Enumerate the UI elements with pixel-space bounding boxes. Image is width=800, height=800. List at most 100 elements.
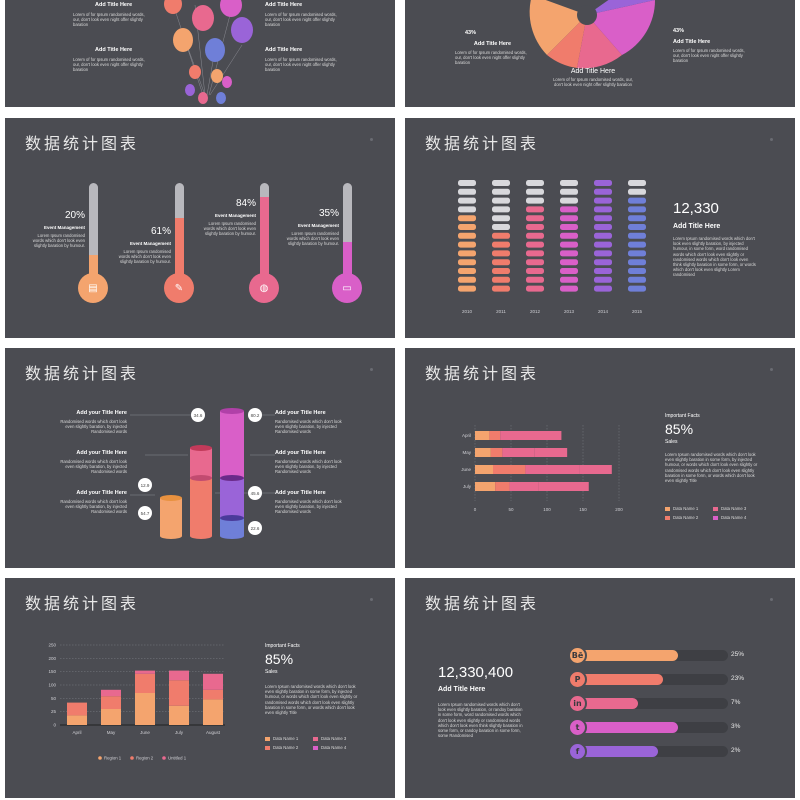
cyl-value-label: 12.9 (141, 483, 150, 488)
segment (458, 250, 476, 257)
segment (492, 180, 510, 186)
cyl-left-body: Randomised words which don't look even s… (60, 419, 127, 435)
behance-icon: Bē (571, 651, 584, 660)
segment (594, 241, 612, 248)
balloon (164, 0, 182, 14)
segments-number: 12,330 (673, 200, 719, 217)
segment (458, 268, 476, 274)
year-label: 2013 (564, 309, 575, 314)
legend-label: Data Name 2 (273, 745, 299, 750)
cyl-value-label: 54.7 (141, 511, 150, 516)
bar-segment (67, 702, 87, 716)
legend-item: Data Name 2 (665, 515, 698, 520)
slide-social: 数据统计图表 12,330,400 Add Title Here Lorem I… (405, 578, 795, 798)
segment (458, 224, 476, 230)
cylinder-chart: 34.6 80.2 12.9 45.6 54.7 22.6 (130, 408, 275, 539)
cyl-left-2: Add your Title Here Randomised words whi… (57, 450, 127, 475)
slide-hbar: 数据统计图表 0 50 100 150 200 April May June July Impo… (405, 348, 795, 568)
segment (594, 276, 612, 283)
segment (560, 215, 578, 222)
y-tick-label: 150 (48, 669, 56, 674)
segment (560, 250, 578, 257)
slide-dot (370, 598, 373, 601)
x-tick-label: 200 (615, 507, 623, 512)
bar-segment (203, 699, 223, 725)
cyl-left-1: Add your Title Here Randomised words whi… (57, 410, 127, 435)
legend-label: Data Name 4 (321, 745, 347, 750)
category-label: July (463, 484, 472, 489)
social-bar-fill (570, 674, 663, 685)
segment (560, 188, 578, 195)
thermometer-pct: 61% (150, 226, 171, 237)
facts-sales: Sales (665, 439, 678, 445)
hbar-chart: 0 50 100 150 200 April May June July (461, 425, 623, 512)
balloon (173, 28, 193, 52)
segment (628, 250, 646, 257)
slide-dot (770, 598, 773, 601)
legend-item: Data Name 4 (713, 515, 746, 520)
segment (560, 224, 578, 230)
segment (458, 180, 476, 186)
linkedin-icon: in (573, 699, 582, 708)
segment (526, 180, 544, 186)
segment (492, 285, 510, 292)
pie-bottom-title: Add Title Here (570, 68, 616, 75)
bar-segment (475, 431, 490, 440)
slide-dot (770, 368, 773, 371)
value-circle: 54.7 (138, 506, 152, 520)
segment (560, 285, 578, 292)
facts-body: Lorem Ipsum randomised words which don't… (265, 684, 358, 716)
social-pct: 23% (731, 675, 745, 682)
bar-segment (475, 448, 491, 457)
bar-segment (135, 693, 155, 725)
y-tick-label: 250 (48, 643, 56, 648)
legend-swatch (265, 736, 270, 741)
social-icon-circle: P (568, 670, 587, 689)
category-label: June (140, 730, 150, 735)
category-label: May (462, 450, 471, 455)
legend-label: Data Name 1 (273, 736, 299, 741)
legend-item: Data Name 1 (665, 506, 698, 511)
y-tick-label: 50 (51, 696, 57, 701)
social-pct: 7% (731, 699, 741, 706)
cylinder-base (190, 533, 212, 539)
thermometer-text: 84% Event Management Lorem Ipsum randomise… (198, 198, 256, 237)
segments-body: Lorem Ipsum randomised words which don't… (673, 236, 756, 278)
social-subtitle: Add Title Here (438, 686, 486, 693)
legend-label: Data Name 3 (721, 506, 747, 511)
twitter-icon: t (575, 723, 580, 732)
segment (526, 276, 544, 283)
legend-label: Data Name 1 (673, 506, 699, 511)
category-label: April (72, 730, 81, 735)
facebook-icon: f (575, 747, 580, 756)
year-label: 2014 (598, 309, 609, 314)
segment (594, 268, 612, 274)
category-label: May (107, 730, 116, 735)
cylinder-1 (160, 498, 182, 536)
book-icon: ▤ (88, 282, 98, 294)
thermometer-bulb: ✎ (164, 273, 194, 303)
legend-label: Untitled 1 (168, 756, 187, 761)
thermometer-label: Event Management (214, 213, 256, 218)
cylinder-2 (190, 478, 212, 536)
segment (526, 224, 544, 230)
pie-hole (577, 5, 597, 25)
segment (492, 259, 510, 266)
vbar-chart: 0 25 50 100 150 200 250 April May June July August R… (48, 643, 225, 761)
category-label: June (461, 467, 471, 472)
x-tick-label: 100 (543, 507, 551, 512)
x-tick-label: 0 (474, 507, 477, 512)
y-tick-label: 25 (51, 709, 57, 714)
segment (628, 206, 646, 213)
bar-segment (169, 680, 189, 706)
social-icon-circle: in (568, 694, 587, 713)
cylinder-top (190, 445, 212, 451)
balloon (185, 84, 195, 96)
segment (526, 250, 544, 257)
bar-segment (500, 431, 529, 440)
thermometer-label: Event Management (297, 223, 339, 228)
segment (458, 276, 476, 283)
slide-cylinders: 数据统计图表 Add your Title Here Randomised wo… (5, 348, 395, 568)
pie-chart (529, 0, 656, 69)
cylinder-2-top-segment (190, 448, 212, 478)
